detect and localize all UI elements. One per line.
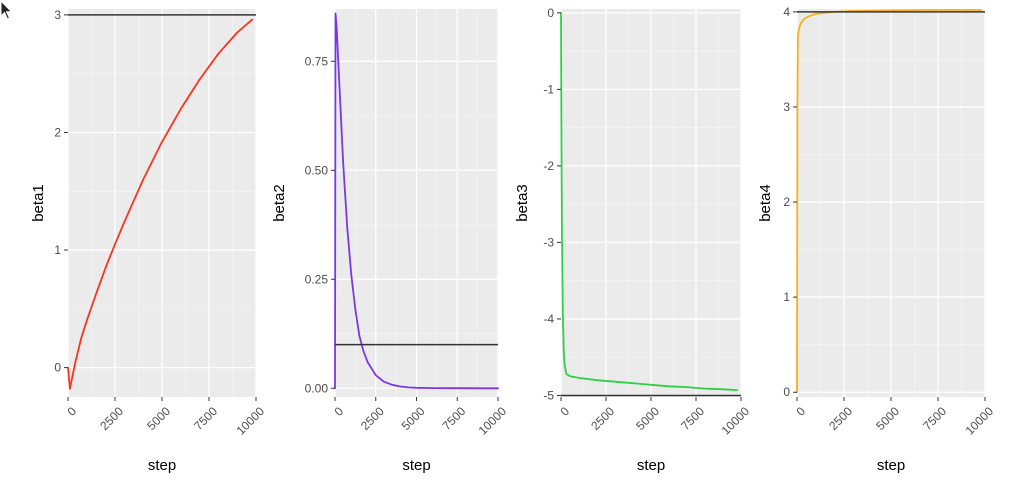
y-tick-label: 4 [783, 5, 790, 19]
y-tick-label: 1 [783, 290, 790, 304]
y-tick-label: 0 [783, 385, 790, 399]
x-tick-label: 7500 [191, 404, 220, 433]
y-tick-label: 0.25 [305, 272, 329, 286]
x-axis-title: step [148, 457, 176, 474]
x-tick-label: 10000 [234, 404, 268, 438]
series-line [560, 11, 739, 392]
x-tick-label: 5000 [144, 404, 173, 433]
x-tick-label: 10000 [476, 404, 510, 438]
x-tick-label: 5000 [873, 404, 902, 433]
y-tick-label: 2 [783, 195, 790, 209]
x-tick-label: 2500 [97, 404, 126, 433]
y-axis-title: beta2 [271, 184, 288, 222]
panel-2: 0.00 0.25 0.50 0.75 0 2500 5000 7500 10000 step be… [271, 9, 509, 474]
series-line [796, 9, 983, 394]
y-tick-label: 1 [54, 243, 61, 257]
y-axis-title: beta3 [514, 184, 531, 222]
x-tick-label: 10000 [719, 404, 753, 438]
y-axis-title: beta1 [30, 184, 47, 222]
x-tick-label: 0 [557, 404, 572, 419]
y-tick-label: 3 [783, 100, 790, 114]
x-tick-label: 0 [64, 404, 79, 419]
x-tick-label: 2500 [826, 404, 855, 433]
series-line [334, 12, 499, 390]
y-tick-label: -2 [543, 159, 554, 173]
x-tick-label: 0 [331, 404, 346, 419]
y-tick-label: 0 [54, 361, 61, 375]
y-tick-label: 2 [54, 125, 61, 139]
y-tick-label: -4 [543, 312, 554, 326]
y-tick-label: -5 [543, 388, 554, 402]
y-axis-title: beta4 [757, 184, 774, 222]
x-tick-label: 2500 [358, 404, 387, 433]
y-tick-label: -3 [543, 235, 554, 249]
panel-4: 0 1 2 3 4 0 2500 5000 7500 10000 step beta4 [757, 5, 996, 474]
x-tick-label: 7500 [678, 404, 707, 433]
y-tick-label: 0.00 [305, 381, 329, 395]
x-tick-label: 7500 [440, 404, 469, 433]
y-tick-label: 0.75 [305, 54, 329, 68]
x-tick-label: 5000 [399, 404, 428, 433]
y-tick-label: -1 [543, 82, 554, 96]
x-axis-title: step [402, 457, 430, 474]
x-tick-label: 2500 [588, 404, 617, 433]
mouse-cursor-icon [0, 0, 13, 20]
y-tick-label: 3 [54, 8, 61, 22]
x-tick-label: 0 [793, 404, 808, 419]
y-tick-label: 0.50 [305, 163, 329, 177]
x-axis-title: step [877, 457, 905, 474]
x-tick-label: 10000 [963, 404, 997, 438]
x-tick-label: 5000 [633, 404, 662, 433]
series-line [67, 18, 254, 390]
panel-1: 0 1 2 3 0 2500 5000 7500 10000 step beta1 [30, 8, 267, 474]
x-tick-label: 7500 [920, 404, 949, 433]
y-tick-label: 0 [547, 6, 554, 20]
x-axis-title: step [637, 457, 665, 474]
